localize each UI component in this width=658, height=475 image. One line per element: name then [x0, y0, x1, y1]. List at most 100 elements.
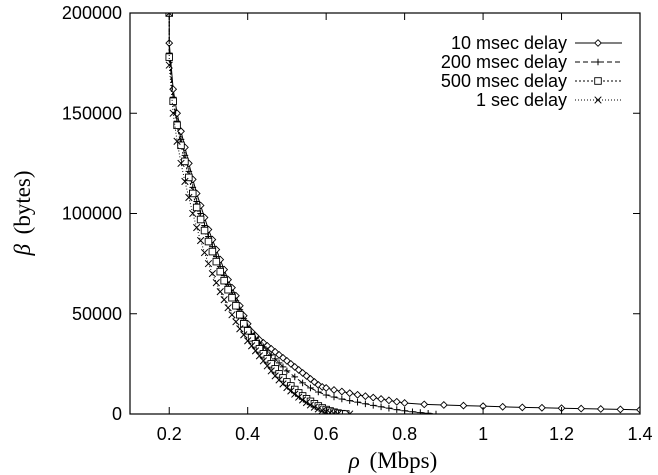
legend: 10 msec delay 200 msec delay 500 msec de… — [441, 33, 622, 110]
data-point — [263, 355, 272, 363]
data-point — [228, 311, 236, 319]
legend-label-10msec: 10 msec delay — [451, 33, 567, 53]
x-tick-label: 0.4 — [235, 424, 260, 444]
data-point — [173, 121, 181, 130]
x-axis-label: ρ (Mbps) — [348, 448, 438, 473]
y-tick-label: 100000 — [62, 204, 122, 224]
data-point — [322, 383, 331, 392]
data-point — [255, 352, 264, 360]
series-3 — [165, 13, 350, 414]
data-point — [275, 370, 283, 378]
data-point — [236, 325, 244, 333]
data-point — [291, 373, 299, 381]
data-point — [318, 406, 326, 414]
data-point — [338, 395, 346, 403]
plot-area — [165, 13, 640, 414]
data-point — [298, 368, 307, 377]
data-point — [212, 257, 221, 266]
data-point — [279, 374, 287, 382]
series-line — [168, 13, 350, 414]
y-axis-unit: (bytes) — [10, 170, 35, 234]
data-point — [193, 198, 200, 205]
data-point — [537, 403, 546, 412]
data-point — [314, 405, 322, 413]
data-point — [299, 379, 306, 387]
data-point — [208, 269, 217, 278]
y-tick-label: 0 — [112, 404, 122, 424]
data-point — [310, 377, 319, 386]
data-point — [298, 396, 307, 404]
x-tick-label: 0.8 — [392, 424, 417, 444]
data-point — [244, 337, 252, 345]
data-point — [173, 137, 181, 145]
data-point — [330, 393, 338, 401]
data-point — [384, 396, 393, 405]
data-point — [310, 403, 319, 411]
data-point — [251, 347, 260, 355]
data-point — [204, 259, 213, 268]
data-point — [271, 347, 280, 356]
data-point — [177, 159, 185, 168]
data-point — [204, 237, 213, 246]
data-point — [169, 85, 178, 94]
data-point — [424, 409, 432, 414]
y-tick-label: 150000 — [62, 103, 122, 123]
data-point — [189, 184, 197, 191]
legend-label-200msec: 200 msec delay — [441, 52, 567, 72]
data-point — [243, 327, 252, 335]
data-point — [354, 398, 361, 406]
data-point — [271, 355, 279, 363]
x-tick-label: 1 — [478, 424, 488, 444]
data-point — [192, 203, 201, 212]
data-point — [196, 236, 205, 245]
data-point — [369, 402, 377, 409]
y-tick-label: 200000 — [62, 3, 122, 23]
data-point — [287, 387, 295, 395]
x-tick-label: 1.4 — [627, 424, 652, 444]
axis-ticks: 0.2 0.4 0.6 0.8 1 1.2 1.4 0 50000 100000 150000 200… — [62, 3, 653, 444]
data-point — [228, 293, 236, 302]
y-axis-label: β (bytes) — [10, 170, 35, 256]
data-point — [346, 397, 353, 404]
data-point — [240, 331, 248, 339]
series-line — [168, 13, 640, 411]
x-axis-unit: (Mbps) — [370, 448, 438, 473]
data-point — [337, 387, 346, 396]
data-point — [196, 215, 205, 224]
data-point — [439, 401, 448, 409]
data-point — [283, 378, 291, 386]
series-1 — [165, 13, 640, 414]
data-point — [459, 401, 468, 410]
data-point — [259, 350, 268, 358]
data-point — [247, 334, 256, 342]
data-point — [197, 210, 204, 217]
series-2 — [165, 13, 440, 414]
data-point — [193, 223, 201, 232]
data-point — [165, 13, 173, 17]
data-point — [185, 168, 193, 175]
data-point — [345, 389, 354, 398]
data-point — [189, 189, 197, 198]
data-point — [220, 296, 228, 304]
data-point — [267, 360, 275, 368]
data-point — [267, 351, 275, 359]
data-point — [169, 97, 177, 105]
data-point — [283, 367, 291, 375]
data-point — [240, 320, 248, 328]
data-point — [251, 340, 260, 348]
data-point — [334, 410, 342, 414]
data-point — [185, 173, 193, 182]
data-point — [361, 392, 370, 401]
data-point — [224, 285, 232, 294]
x-tick-label: 1.2 — [549, 424, 574, 444]
legend-marker — [594, 96, 602, 104]
data-point — [342, 410, 350, 414]
legend-swatches — [575, 39, 622, 104]
data-point — [267, 367, 275, 375]
data-point — [306, 401, 315, 409]
data-point — [232, 318, 240, 326]
data-point — [369, 393, 378, 402]
y-tick-label: 50000 — [72, 304, 122, 324]
data-point — [616, 405, 625, 414]
